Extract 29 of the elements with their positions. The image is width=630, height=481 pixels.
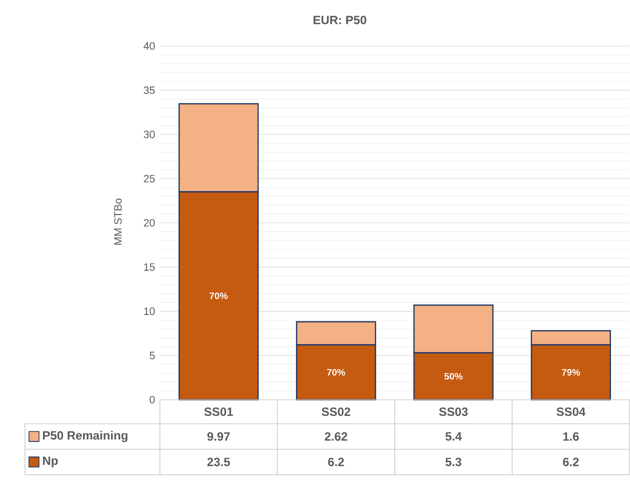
x-tick-label: SS03 [439,408,468,416]
data-label: 6.2 [328,458,344,466]
y-tick-label: 10 [144,308,155,316]
data-label: 23.5 [207,458,230,466]
annotation: 70% [327,369,346,376]
y-tick-label: 20 [144,219,155,227]
y-tick-label: 5 [150,352,155,360]
data-label: 5.3 [446,458,462,466]
annotation: 79% [562,369,580,376]
y-tick-label: 30 [144,130,155,138]
data-label: 1.6 [563,432,579,441]
data-label: 9.97 [207,432,230,441]
data-label: 5.4 [446,432,462,441]
y-tick-label: 15 [144,264,155,271]
x-tick-label: SS01 [204,408,233,416]
x-tick-label: SS04 [556,408,586,416]
data-label: 6.2 [563,458,579,466]
y-tick-label: 35 [144,86,155,94]
y-axis-title: MM STBo [114,198,122,245]
legend-label: Np [43,456,58,468]
data-label: 2.62 [324,432,348,441]
x-tick-label: SS02 [322,408,350,416]
annotation: 70% [210,292,228,300]
annotation: 50% [444,373,463,380]
y-tick-label: 0 [150,396,155,404]
legend-label: P50 Remaining [43,431,128,442]
y-tick-label: 40 [144,42,155,50]
y-tick-label: 25 [144,175,155,183]
chart-title: EUR: P50 [314,16,366,24]
